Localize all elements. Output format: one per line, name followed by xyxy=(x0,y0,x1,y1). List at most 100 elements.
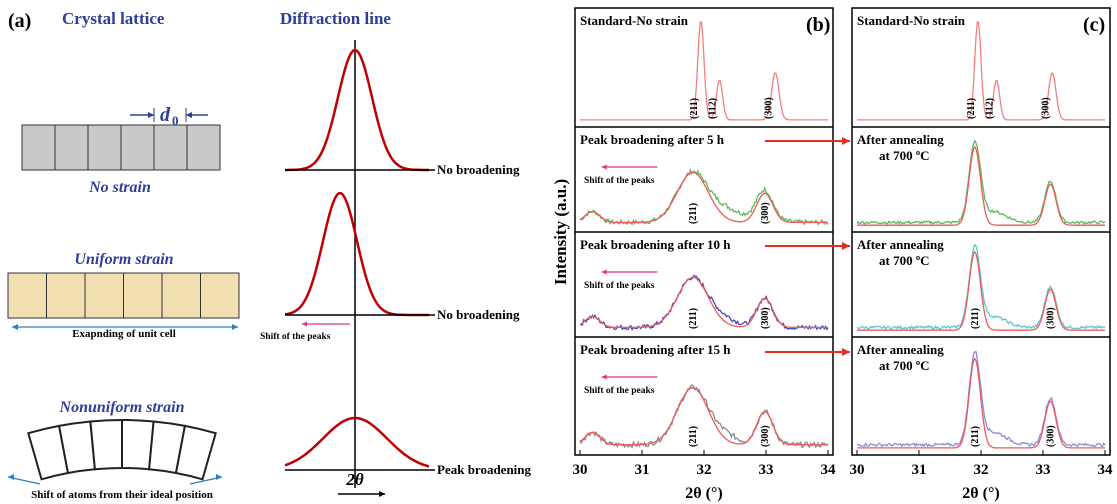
arrow-head xyxy=(601,164,607,170)
note: Shift of the peaks xyxy=(260,332,331,342)
axis-label: 2θ (°) xyxy=(685,485,722,502)
subplot-title: Standard-No strain xyxy=(857,13,966,28)
peak-label: (211) xyxy=(689,98,700,119)
x-tick-label: 31 xyxy=(635,462,650,478)
pattern-curve xyxy=(579,171,828,224)
unit-cell xyxy=(174,424,217,481)
note: Exapnding of unit cell xyxy=(72,328,176,340)
unit-cell xyxy=(54,124,89,171)
pattern-curve xyxy=(856,243,1106,331)
subplot-title: at 700 ºC xyxy=(879,253,930,268)
peak-label: (300) xyxy=(1045,307,1056,329)
panel-label: (c) xyxy=(1083,14,1105,36)
peak-label: (211) xyxy=(688,426,699,447)
unit-cell xyxy=(153,124,188,171)
axis-label: 2θ (°) xyxy=(962,485,999,502)
unit-cell xyxy=(87,124,122,171)
unit-cell xyxy=(7,272,47,319)
peak-label: (112) xyxy=(708,98,719,119)
peak-label: (300) xyxy=(760,307,771,329)
diffraction-peak xyxy=(284,416,430,468)
x-tick-label: 33 xyxy=(759,462,774,478)
note: Shift of atoms from their ideal position xyxy=(31,489,213,501)
strain-label: No strain xyxy=(88,179,151,196)
line-label: No broadening xyxy=(437,162,520,177)
unit-cell xyxy=(21,124,56,171)
arrow-head xyxy=(601,374,607,380)
note: Shift of the peaks xyxy=(584,176,655,186)
peak-label: (300) xyxy=(763,97,774,119)
peak-label: (211) xyxy=(688,203,699,224)
arrow-head xyxy=(842,242,850,250)
peak-label: (300) xyxy=(1040,97,1051,119)
arrow-head xyxy=(601,269,607,275)
unit-cell xyxy=(89,418,123,471)
axis-label: 2θ xyxy=(345,470,364,489)
x-tick-label: 30 xyxy=(850,462,865,478)
peak-label: (112) xyxy=(985,98,996,119)
panel-title: Diffraction line xyxy=(280,9,391,28)
unit-cell xyxy=(84,272,124,319)
x-tick-label: 30 xyxy=(573,462,588,478)
d0-label: d xyxy=(160,104,171,126)
panel-label: (b) xyxy=(806,14,830,36)
peak-label: (300) xyxy=(760,202,771,224)
x-tick-label: 34 xyxy=(821,462,837,478)
unit-cell xyxy=(161,272,201,319)
subplot-title: Peak broadening after 5 h xyxy=(580,132,725,147)
x-tick-label: 33 xyxy=(1036,462,1051,478)
arrow-head xyxy=(302,321,307,327)
subplot-title: at 700 ºC xyxy=(879,358,930,373)
unit-cell xyxy=(186,124,221,171)
subplot-title: Standard-No strain xyxy=(580,13,689,28)
pattern-curve xyxy=(857,250,1105,331)
subplot-title: at 700 ºC xyxy=(879,148,930,163)
diffraction-peak xyxy=(284,191,429,317)
diffraction-peak xyxy=(285,48,429,172)
unit-cell xyxy=(200,272,240,319)
subplot-title: Peak broadening after 10 h xyxy=(580,237,731,252)
subplot-title: After annealing xyxy=(857,342,944,357)
arrow-head xyxy=(216,474,222,480)
unit-cell xyxy=(46,272,86,319)
line-label: Peak broadening xyxy=(437,462,532,477)
pattern-curve xyxy=(856,350,1106,448)
panel-title: Crystal lattice xyxy=(62,9,165,28)
pattern-curve xyxy=(857,357,1105,449)
strain-label: Uniform strain xyxy=(74,251,173,268)
x-tick-label: 32 xyxy=(974,462,989,478)
arrow-head xyxy=(148,112,154,118)
d0-subscript: 0 xyxy=(172,113,179,128)
pattern-curve xyxy=(856,139,1106,225)
pattern-curve xyxy=(579,386,828,446)
unit-cell xyxy=(123,272,163,319)
x-tick-label: 34 xyxy=(1098,462,1114,478)
pattern-curve xyxy=(579,168,829,226)
line-label: No broadening xyxy=(437,307,520,322)
arrow-head xyxy=(12,324,18,330)
arrow-head xyxy=(186,112,192,118)
x-tick-label: 32 xyxy=(697,462,712,478)
note: Shift of the peaks xyxy=(584,281,655,291)
pattern-curve xyxy=(857,145,1105,226)
peak-label: (300) xyxy=(1045,425,1056,447)
arrow-head xyxy=(232,324,238,330)
subplot-title: After annealing xyxy=(857,237,944,252)
peak-label: (300) xyxy=(760,425,771,447)
x-tick-label: 31 xyxy=(912,462,927,478)
arrow-head xyxy=(379,491,385,497)
arrow-head xyxy=(8,474,14,480)
pattern-curve xyxy=(579,276,828,329)
arrow-head xyxy=(842,137,850,145)
panel-label: (a) xyxy=(8,10,31,32)
note: Shift of the peaks xyxy=(584,386,655,396)
strain-label: Nonuniform strain xyxy=(59,399,185,416)
pattern-curve xyxy=(580,21,828,121)
pattern-curve xyxy=(857,21,1105,121)
subplot-title: Peak broadening after 15 h xyxy=(580,342,731,357)
peak-label: (211) xyxy=(688,308,699,329)
subplot-title: After annealing xyxy=(857,132,944,147)
axis-label: Intensity (a.u.) xyxy=(551,179,570,285)
peak-label: (211) xyxy=(970,426,981,447)
